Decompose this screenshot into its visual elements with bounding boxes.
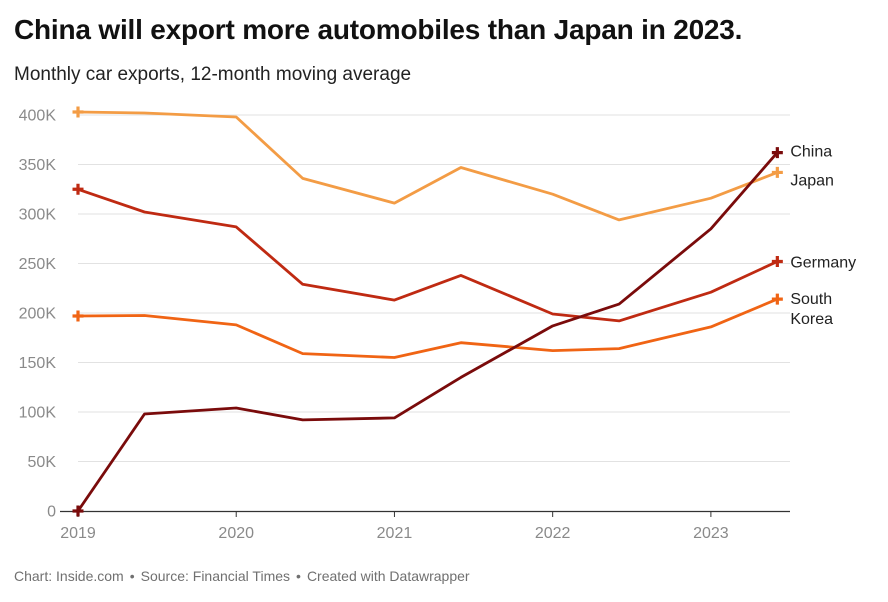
chart-title: China will export more automobiles than …	[14, 14, 743, 45]
south-korea-line	[76, 297, 779, 359]
x-tick-label: 2023	[693, 525, 729, 542]
y-tick-label: 300K	[19, 207, 57, 224]
x-tick-label: 2021	[377, 525, 413, 542]
china-point-marker	[72, 505, 84, 517]
germany-point-marker	[72, 183, 84, 195]
chart-credit: Chart: Inside.com	[14, 568, 124, 584]
footer-separator: •	[296, 568, 301, 584]
south-korea-point-marker	[771, 293, 783, 305]
source-credit: Source: Financial Times	[140, 568, 291, 584]
y-tick-label: 350K	[19, 157, 57, 174]
chart-footer: Chart: Inside.com • Source: Financial Time…	[14, 568, 470, 584]
footer-separator: •	[129, 568, 135, 584]
y-tick-label: 200K	[19, 306, 57, 323]
japan-point-marker	[72, 106, 84, 118]
japan-line	[76, 110, 779, 222]
series-lines	[72, 106, 783, 517]
x-tick-label: 2019	[60, 525, 96, 542]
datawrapper-credit: Created with Datawrapper	[306, 568, 470, 584]
germany-line	[76, 187, 779, 323]
y-tick-label: 50K	[28, 454, 57, 471]
y-tick-label: 100K	[19, 405, 57, 422]
japan-point-marker	[771, 166, 783, 178]
germany-series-label: Germany	[790, 255, 856, 272]
chart-subtitle: Monthly car exports, 12-month moving ave…	[14, 64, 412, 85]
china-point-marker	[771, 147, 783, 159]
y-axis-ticks: 0 50K 100K 150K 200K 250K 300K 350K 400K	[19, 108, 57, 521]
y-tick-label: 400K	[19, 108, 57, 125]
germany-label-line: Germany	[790, 255, 856, 272]
south-korea-series-label: South Korea	[790, 291, 833, 328]
south-korea-label-line: South	[790, 291, 832, 308]
x-tick-label: 2020	[218, 525, 254, 542]
y-tick-label: 150K	[19, 355, 57, 372]
x-axis: 2019 2020 2021 2022 2023	[60, 510, 790, 542]
china-label-line: China	[790, 144, 832, 161]
y-tick-label: 250K	[19, 256, 57, 273]
japan-series-label: Japan	[790, 172, 834, 189]
series-labels: Japan Germany South Korea China	[790, 144, 856, 329]
south-korea-point-marker	[72, 310, 84, 322]
south-korea-label-line: Korea	[790, 311, 833, 328]
japan-label-line: Japan	[790, 172, 834, 189]
germany-point-marker	[771, 256, 783, 268]
x-tick-label: 2022	[535, 525, 571, 542]
gridlines	[78, 114, 790, 462]
china-line	[76, 151, 779, 513]
china-series-label: China	[790, 144, 832, 161]
y-tick-label: 0	[47, 504, 56, 521]
